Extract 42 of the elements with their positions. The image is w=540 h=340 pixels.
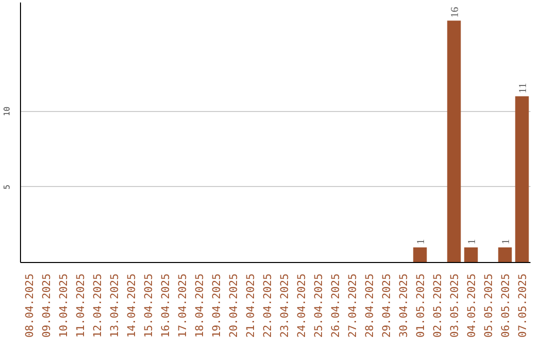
bar (498, 247, 512, 262)
bar (515, 96, 529, 262)
data-label: 16 (450, 6, 461, 18)
x-tick-label: 06.05.2025 (499, 274, 512, 338)
y-tick-label: 5 (2, 184, 12, 190)
x-tick-label: 11.04.2025 (74, 274, 87, 338)
x-tick-label: 18.04.2025 (193, 274, 206, 338)
x-tick-label: 16.04.2025 (159, 274, 172, 338)
x-tick-label: 30.04.2025 (397, 274, 410, 338)
bar (447, 20, 461, 262)
x-tick-label: 05.05.2025 (482, 274, 495, 338)
x-tick-label: 17.04.2025 (176, 274, 189, 338)
x-tick-label: 20.04.2025 (227, 274, 240, 338)
x-tick-label: 27.04.2025 (346, 274, 359, 338)
x-tick-label: 25.04.2025 (312, 274, 325, 338)
x-tick-label: 28.04.2025 (363, 274, 376, 338)
data-label: 1 (467, 239, 478, 244)
y-tick-label: 10 (2, 106, 12, 116)
x-tick-label: 13.04.2025 (108, 274, 121, 338)
x-tick-label: 24.04.2025 (295, 274, 308, 338)
x-tick-label: 19.04.2025 (210, 274, 223, 338)
data-label: 1 (416, 239, 427, 244)
x-tick-label: 08.04.2025 (23, 274, 36, 338)
x-tick-label: 07.05.2025 (516, 274, 529, 338)
x-tick-label: 15.04.2025 (142, 274, 155, 338)
bar (413, 247, 427, 262)
x-tick-label: 02.05.2025 (431, 274, 444, 338)
x-tick-label: 09.04.2025 (40, 274, 53, 338)
data-label: 1 (501, 239, 512, 244)
x-tick-label: 21.04.2025 (244, 274, 257, 338)
x-tick-label: 26.04.2025 (329, 274, 342, 338)
x-tick-label: 22.04.2025 (261, 274, 274, 338)
x-tick-label: 04.05.2025 (465, 274, 478, 338)
x-tick-label: 03.05.2025 (448, 274, 461, 338)
x-tick-label: 12.04.2025 (91, 274, 104, 338)
x-tick-label: 01.05.2025 (414, 274, 427, 338)
x-tick-label: 10.04.2025 (57, 274, 70, 338)
data-label: 11 (518, 82, 529, 94)
x-tick-label: 23.04.2025 (278, 274, 291, 338)
x-tick-label: 14.04.2025 (125, 274, 138, 338)
x-tick-label: 29.04.2025 (380, 274, 393, 338)
bar (464, 247, 478, 262)
